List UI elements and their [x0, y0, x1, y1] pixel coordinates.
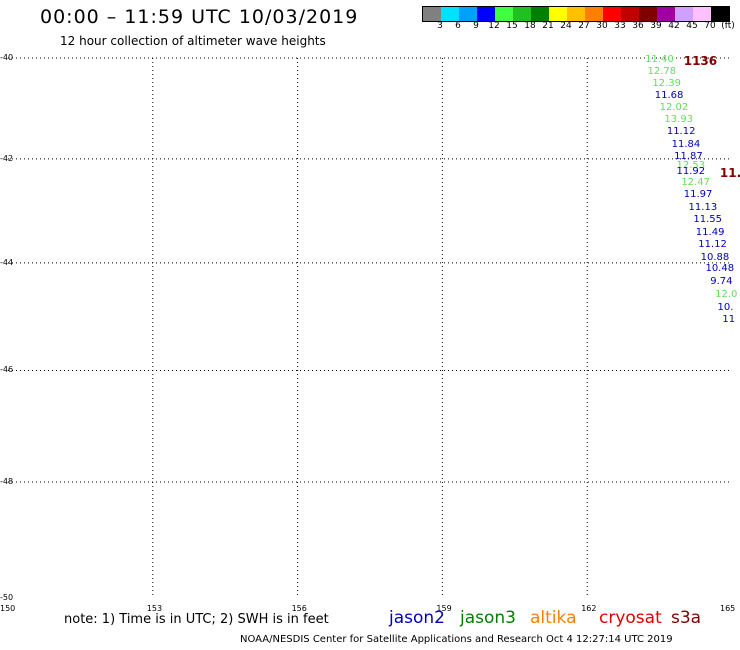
wave-height-label: 11.84 — [671, 138, 701, 150]
footer-note: note: 1) Time is in UTC; 2) SWH is in fe… — [64, 612, 329, 627]
scale-swatch — [585, 7, 603, 21]
footer-credit: NOAA/NESDIS Center for Satellite Applica… — [240, 634, 673, 645]
wave-height-label: 10. — [717, 301, 734, 313]
scale-label: 21 — [542, 21, 554, 31]
scale-swatch — [693, 7, 711, 21]
wave-height-label: 12.53 — [676, 159, 706, 171]
scale-swatch — [495, 7, 513, 21]
latitude-tick-label: -46 — [0, 365, 14, 375]
wave-height-label: 11. — [719, 165, 740, 180]
wave-height-label: 11.40 — [645, 54, 674, 66]
scale-swatch — [621, 7, 639, 21]
scale-swatch — [513, 7, 531, 21]
longitude-tick-label: 153 — [146, 604, 163, 613]
scale-label: 15 — [506, 21, 518, 31]
scale-label: 30 — [596, 21, 608, 31]
longitude-tick-label: 156 — [291, 604, 307, 613]
wave-height-label: 11.87 — [674, 150, 703, 162]
wave-height-label: 10.88 — [700, 251, 730, 263]
scale-swatch — [441, 7, 459, 21]
wave-height-label: 11 — [722, 314, 736, 326]
satellite-legend-jason2: jason2 — [389, 608, 445, 628]
scale-label: 39 — [650, 21, 662, 31]
scale-label: 24 — [560, 21, 572, 31]
wave-height-label: 12.02 — [659, 102, 689, 114]
scale-label: 3 — [437, 21, 443, 31]
map-subtitle: 12 hour collection of altimeter wave hei… — [60, 34, 326, 48]
latitude-tick-label: -50 — [0, 593, 14, 602]
wave-height-label: 11.55 — [693, 214, 723, 226]
longitude-tick-label: 162 — [581, 604, 597, 613]
wave-height-label: 11.13 — [688, 201, 718, 213]
map-title: 00:00 – 11:59 UTC 10/03/2019 — [40, 6, 359, 28]
scale-swatch — [711, 7, 729, 21]
satellite-legend-s3a: s3a — [671, 608, 702, 628]
wave-height-label: 11.12 — [666, 126, 696, 138]
scale-label: 45 — [686, 21, 698, 31]
longitude-tick-label: 150 — [0, 604, 16, 613]
color-scale-labels: 3 6 9 12 15 18 21 24 27 30 33 36 39 42 45 70 (ft) — [422, 21, 735, 35]
wave-height-label: 11.97 — [683, 189, 713, 201]
wave-height-label: 11.12 — [698, 239, 727, 251]
wave-height-label: 1136 — [683, 54, 718, 69]
scale-swatch — [567, 7, 585, 21]
longitude-tick-label: 165 — [720, 604, 736, 613]
scale-swatch — [549, 7, 567, 21]
scale-label: 9 — [473, 21, 479, 31]
scale-swatch — [477, 7, 495, 21]
latitude-tick-label: -42 — [0, 153, 14, 163]
scale-label: 42 — [668, 21, 680, 31]
wave-height-label: 11.68 — [654, 89, 684, 101]
wave-height-label: 12.78 — [647, 65, 677, 77]
scale-swatch — [675, 7, 693, 21]
scale-label: 36 — [632, 21, 644, 31]
satellite-legend-jason3: jason3 — [460, 608, 516, 628]
scale-swatch — [657, 7, 675, 21]
scale-label: (ft) — [721, 21, 735, 31]
scale-label: 18 — [524, 21, 536, 31]
wave-height-label: 12.39 — [652, 77, 681, 89]
wave-height-label: 11.92 — [676, 165, 706, 177]
latitude-tick-label: -40 — [0, 53, 14, 62]
color-scale-bar — [422, 6, 730, 22]
wave-height-label: 13.93 — [664, 114, 694, 126]
scale-swatch — [423, 7, 441, 21]
wave-height-label: 12.0 — [715, 288, 738, 300]
scale-swatch — [603, 7, 621, 21]
scale-swatch — [639, 7, 657, 21]
wave-height-label: 11.49 — [695, 226, 725, 238]
latitude-tick-label: -44 — [0, 257, 14, 267]
scale-swatch — [459, 7, 477, 21]
scale-swatch — [531, 7, 549, 21]
wave-height-label: 10.48 — [705, 263, 735, 275]
scale-label: 33 — [614, 21, 626, 31]
latitude-tick-label: -48 — [0, 477, 14, 487]
scale-label: 27 — [578, 21, 590, 31]
scale-label: 70 — [704, 21, 716, 31]
wave-height-label: 12.47 — [681, 176, 710, 188]
wave-height-label: 9.74 — [710, 275, 733, 287]
scale-label: 12 — [488, 21, 500, 31]
longitude-tick-label: 159 — [436, 604, 452, 613]
satellite-legend-cryosat: cryosat — [599, 608, 662, 628]
satellite-legend-altika: altika — [530, 608, 577, 628]
scale-label: 6 — [455, 21, 461, 31]
